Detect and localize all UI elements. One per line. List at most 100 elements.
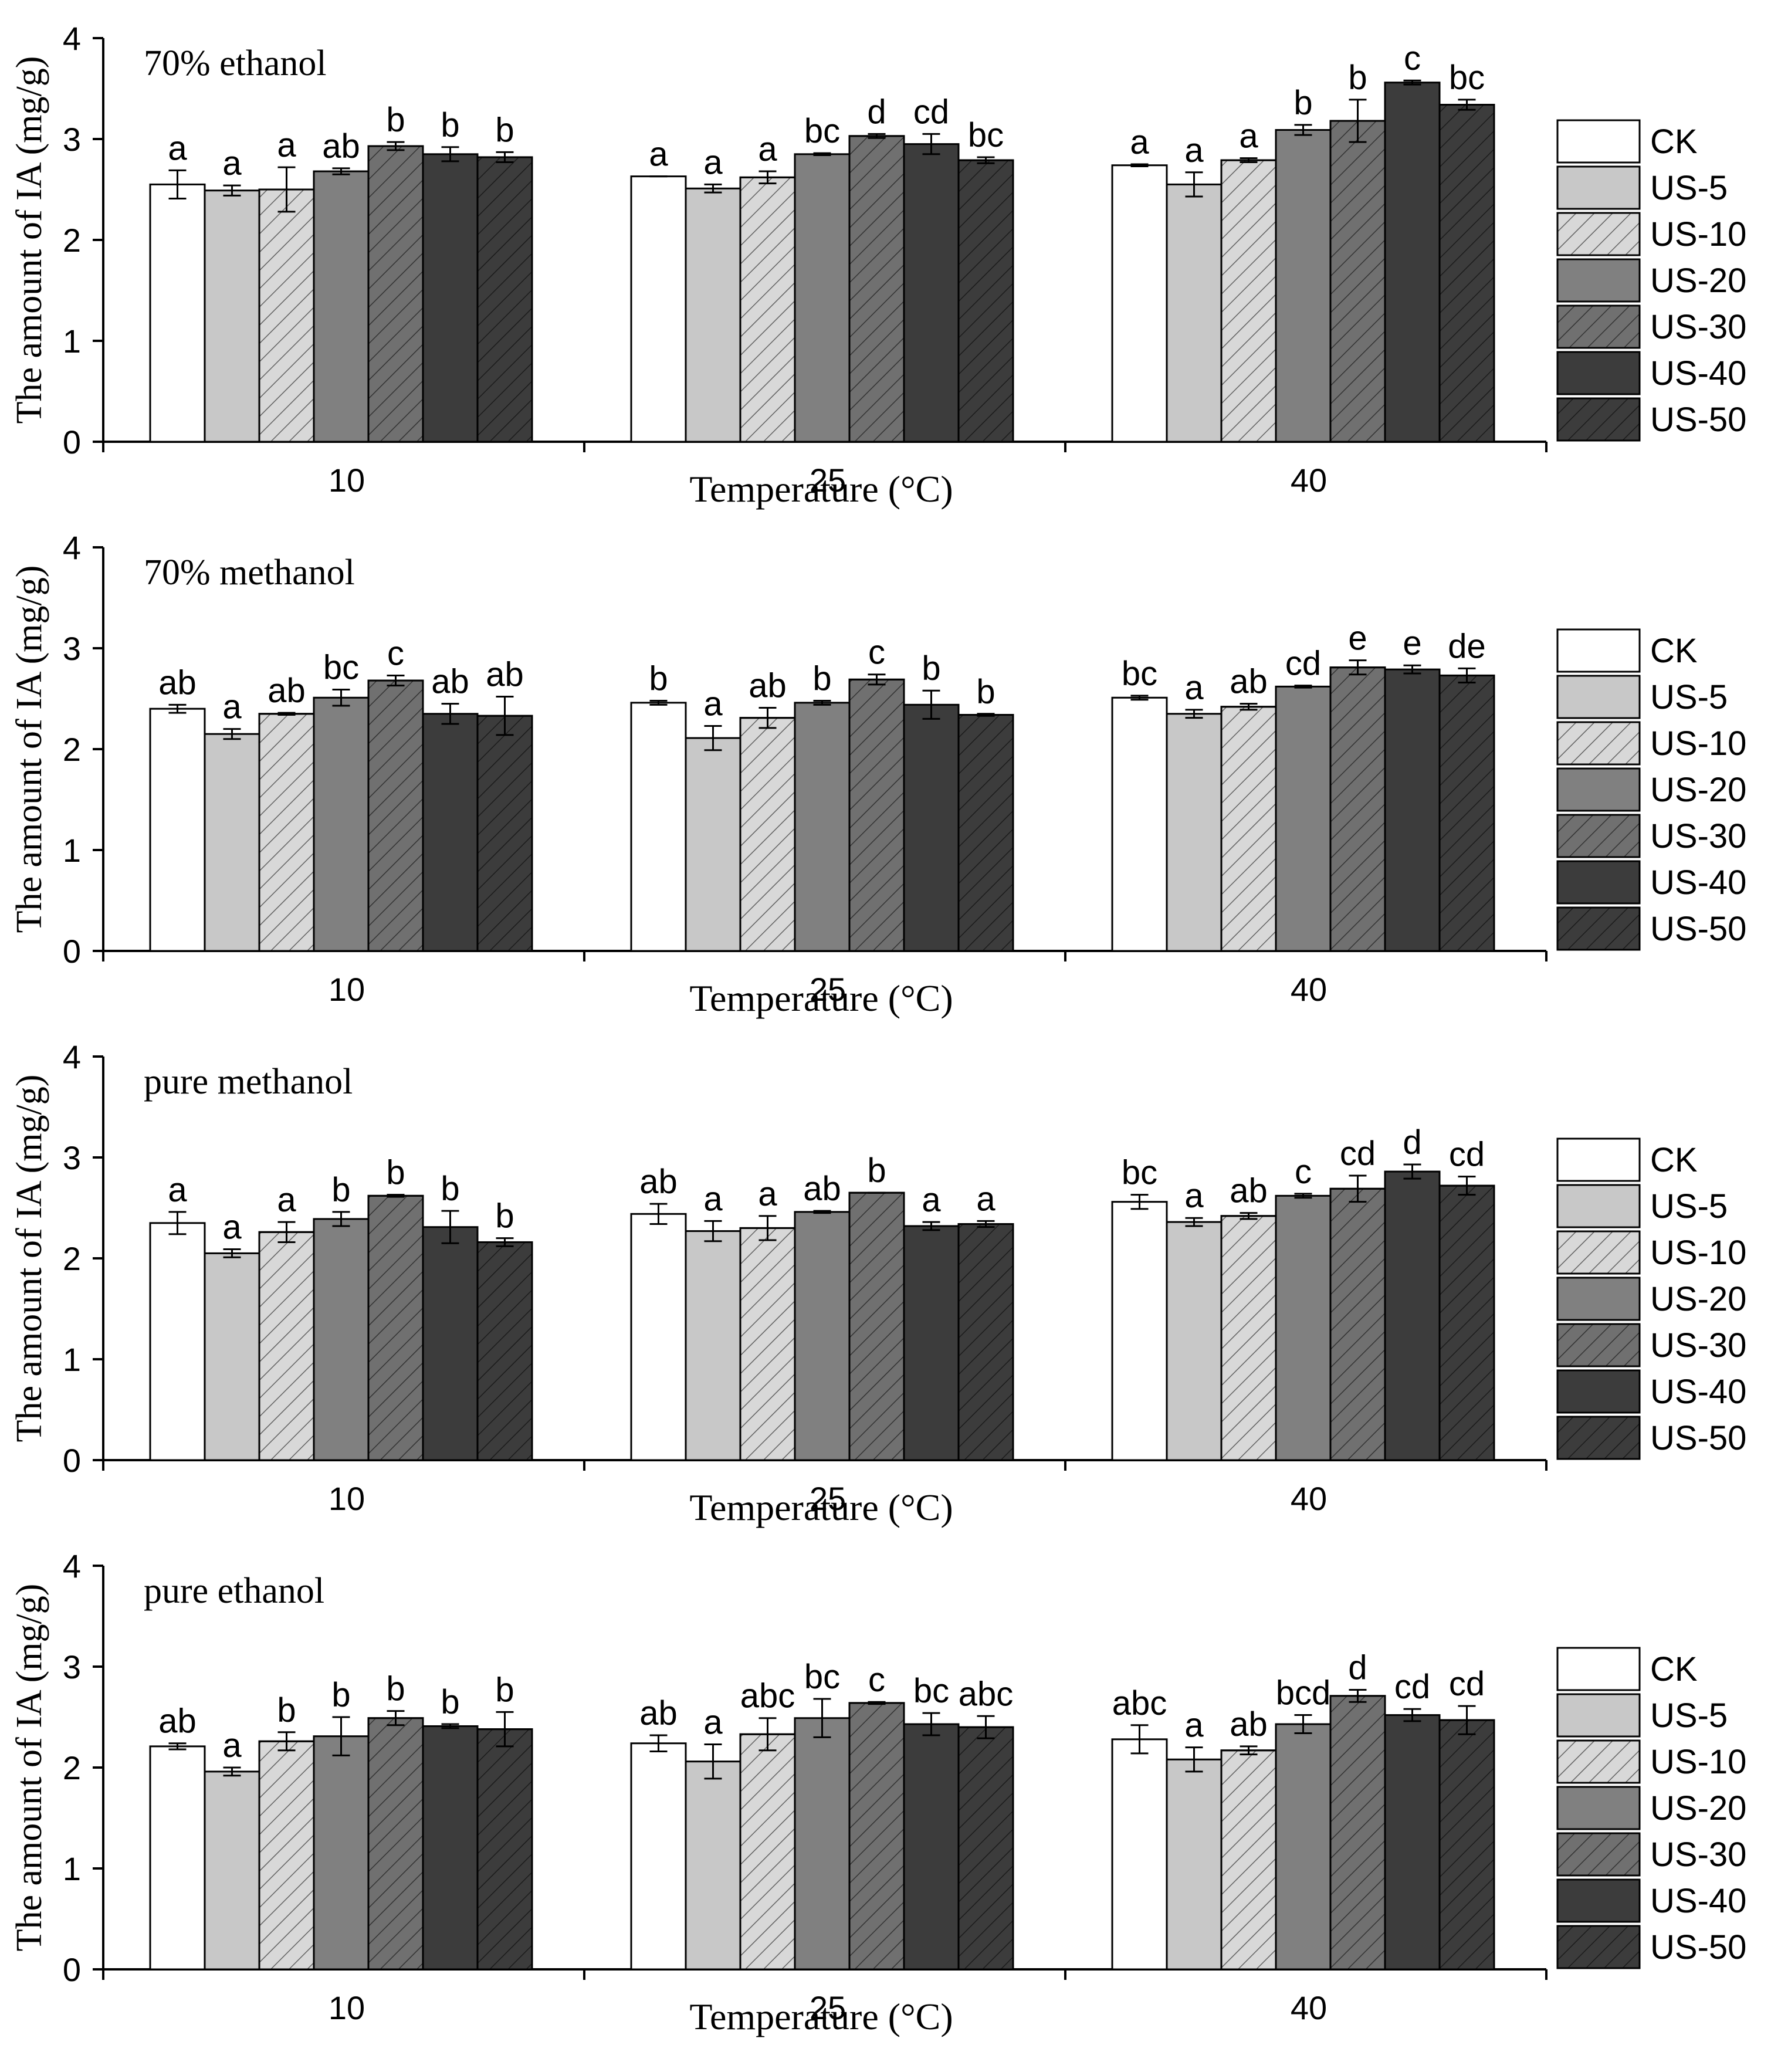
significance-letter: ab bbox=[322, 127, 360, 165]
panel-title: 70% ethanol bbox=[144, 43, 327, 83]
legend-label: US-50 bbox=[1650, 910, 1746, 948]
significance-letter: b bbox=[331, 1676, 350, 1714]
bar-hatch bbox=[367, 1194, 424, 1461]
error-bar bbox=[1130, 1724, 1149, 1755]
significance-letter: a bbox=[1130, 123, 1149, 161]
legend-label: US-30 bbox=[1650, 308, 1746, 346]
error-bar bbox=[223, 184, 241, 197]
legend-swatch-hatch bbox=[1556, 721, 1641, 766]
y-tick-label: 1 bbox=[63, 1341, 81, 1378]
legend-swatch-hatch bbox=[1556, 1832, 1641, 1877]
significance-letter: b bbox=[1293, 84, 1312, 122]
legend-label: US-10 bbox=[1650, 215, 1746, 253]
significance-letter: b bbox=[386, 101, 405, 139]
bar-hatch bbox=[1329, 1695, 1386, 1971]
bar bbox=[1384, 1170, 1441, 1461]
significance-letter: a bbox=[277, 126, 296, 164]
bar bbox=[1384, 1714, 1441, 1971]
error-bar bbox=[1130, 1194, 1149, 1210]
bar-hatch bbox=[1329, 666, 1386, 952]
x-axis-label: Temperature (°C) bbox=[689, 1996, 953, 2037]
significance-letter: b bbox=[386, 1154, 405, 1192]
bar bbox=[313, 1218, 370, 1461]
error-bar bbox=[1240, 1212, 1258, 1220]
significance-letter: c bbox=[1404, 39, 1421, 77]
error-bar bbox=[1240, 703, 1258, 711]
significance-letter: a bbox=[703, 143, 723, 181]
significance-letter: ab bbox=[639, 1163, 678, 1201]
error-bar bbox=[223, 1248, 241, 1258]
x-category-label: 40 bbox=[1291, 1480, 1327, 1517]
bar bbox=[149, 707, 206, 952]
legend-label: US-30 bbox=[1650, 1836, 1746, 1874]
error-bar bbox=[977, 156, 995, 164]
bar-hatch bbox=[848, 135, 905, 443]
bar-hatch bbox=[1220, 1215, 1277, 1461]
error-bar bbox=[1240, 157, 1258, 164]
bar-hatch bbox=[1220, 706, 1277, 952]
error-bar bbox=[1349, 1689, 1367, 1703]
error-bar bbox=[868, 133, 886, 139]
bar bbox=[630, 702, 687, 952]
chart-panel-2: 0 1 2 3 4 ab a ab bc c ab ab 10 b a ab b c b b 25 bc a ab cd e e de… bbox=[0, 509, 1771, 1019]
error-bar bbox=[168, 703, 187, 714]
significance-letter: abc bbox=[740, 1677, 795, 1715]
significance-letter: ab bbox=[158, 663, 197, 702]
significance-letter: a bbox=[649, 136, 668, 174]
y-tick-label: 0 bbox=[63, 933, 81, 970]
significance-letter: a bbox=[703, 685, 723, 723]
significance-letter: e bbox=[1348, 619, 1367, 658]
significance-letter: b bbox=[867, 1152, 886, 1190]
error-bar bbox=[813, 699, 831, 706]
bar bbox=[204, 1770, 260, 1971]
bar-hatch bbox=[367, 1717, 424, 1971]
bar bbox=[685, 187, 741, 443]
error-bar bbox=[758, 1215, 777, 1241]
x-category-label: 25 bbox=[810, 1480, 846, 1517]
legend-label: US-10 bbox=[1650, 1743, 1746, 1781]
bar bbox=[903, 703, 960, 952]
significance-letter: a bbox=[1184, 131, 1204, 170]
x-category-label: 40 bbox=[1291, 971, 1327, 1008]
legend-swatch bbox=[1556, 767, 1641, 812]
legend-label: US-30 bbox=[1650, 817, 1746, 855]
legend-label: CK bbox=[1650, 123, 1698, 161]
significance-letter: c bbox=[868, 1661, 885, 1699]
bar bbox=[1275, 129, 1332, 443]
bar-hatch bbox=[476, 1241, 533, 1461]
significance-letter: a bbox=[922, 1181, 941, 1219]
error-bar bbox=[922, 1221, 940, 1231]
bar bbox=[313, 170, 370, 443]
legend-swatch-hatch bbox=[1556, 397, 1641, 442]
significance-letter: a bbox=[703, 1180, 723, 1218]
legend-label: CK bbox=[1650, 1141, 1698, 1179]
y-tick-label: 4 bbox=[63, 1548, 81, 1585]
significance-letter: a bbox=[222, 1208, 242, 1247]
significance-letter: b bbox=[922, 649, 940, 688]
bar-hatch bbox=[258, 713, 315, 952]
error-bar bbox=[1403, 1163, 1421, 1180]
legend-label: US-40 bbox=[1650, 354, 1746, 392]
significance-letter: a bbox=[1239, 117, 1258, 155]
y-axis-label: The amount of IA (mg/g) bbox=[9, 1584, 49, 1952]
error-bar bbox=[277, 1221, 296, 1243]
significance-letter: bc bbox=[1122, 1154, 1157, 1192]
legend-swatch bbox=[1556, 351, 1641, 395]
error-bar bbox=[1458, 99, 1476, 111]
bar bbox=[422, 1226, 479, 1461]
bar bbox=[1111, 696, 1168, 952]
bar bbox=[1111, 164, 1168, 443]
y-axis-label: The amount of IA (mg/g) bbox=[9, 1075, 49, 1443]
error-bar bbox=[332, 689, 350, 707]
legend-label: US-5 bbox=[1650, 1697, 1728, 1735]
legend-label: CK bbox=[1650, 632, 1698, 670]
bar bbox=[422, 713, 479, 952]
error-bar bbox=[922, 1712, 940, 1736]
error-bar bbox=[758, 170, 777, 185]
legend-swatch-hatch bbox=[1556, 1925, 1641, 1969]
y-axis-label: The amount of IA (mg/g) bbox=[9, 56, 49, 424]
significance-letter: c bbox=[868, 634, 885, 672]
bar-hatch bbox=[1329, 1187, 1386, 1461]
bar-hatch bbox=[957, 159, 1014, 443]
